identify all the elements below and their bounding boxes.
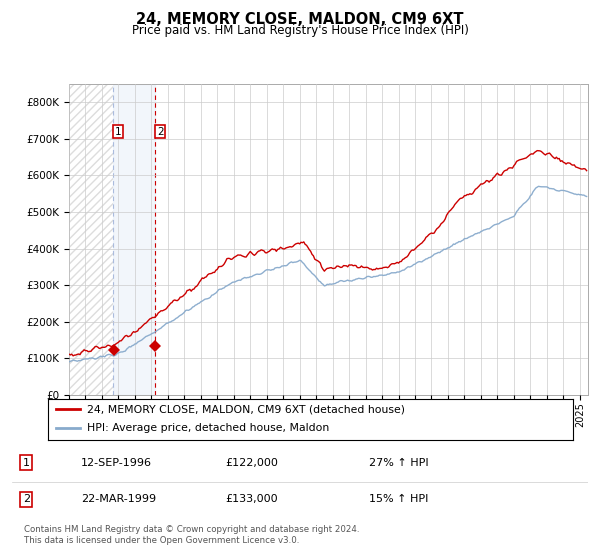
Text: 24, MEMORY CLOSE, MALDON, CM9 6XT (detached house): 24, MEMORY CLOSE, MALDON, CM9 6XT (detac… [88, 404, 406, 414]
Text: 1: 1 [115, 127, 121, 137]
Text: 22-MAR-1999: 22-MAR-1999 [81, 494, 156, 504]
Text: 2: 2 [157, 127, 163, 137]
Text: Price paid vs. HM Land Registry's House Price Index (HPI): Price paid vs. HM Land Registry's House … [131, 24, 469, 37]
Text: 1: 1 [23, 458, 30, 468]
Text: £133,000: £133,000 [225, 494, 278, 504]
Text: Contains HM Land Registry data © Crown copyright and database right 2024.
This d: Contains HM Land Registry data © Crown c… [24, 525, 359, 545]
Bar [69, 84, 113, 395]
Bar [113, 84, 155, 395]
Text: 12-SEP-1996: 12-SEP-1996 [81, 458, 152, 468]
Text: 15% ↑ HPI: 15% ↑ HPI [369, 494, 428, 504]
Text: 27% ↑ HPI: 27% ↑ HPI [369, 458, 429, 468]
Text: HPI: Average price, detached house, Maldon: HPI: Average price, detached house, Mald… [88, 423, 329, 433]
Text: 24, MEMORY CLOSE, MALDON, CM9 6XT: 24, MEMORY CLOSE, MALDON, CM9 6XT [136, 12, 464, 27]
Text: 2: 2 [23, 494, 30, 504]
Text: £122,000: £122,000 [225, 458, 278, 468]
